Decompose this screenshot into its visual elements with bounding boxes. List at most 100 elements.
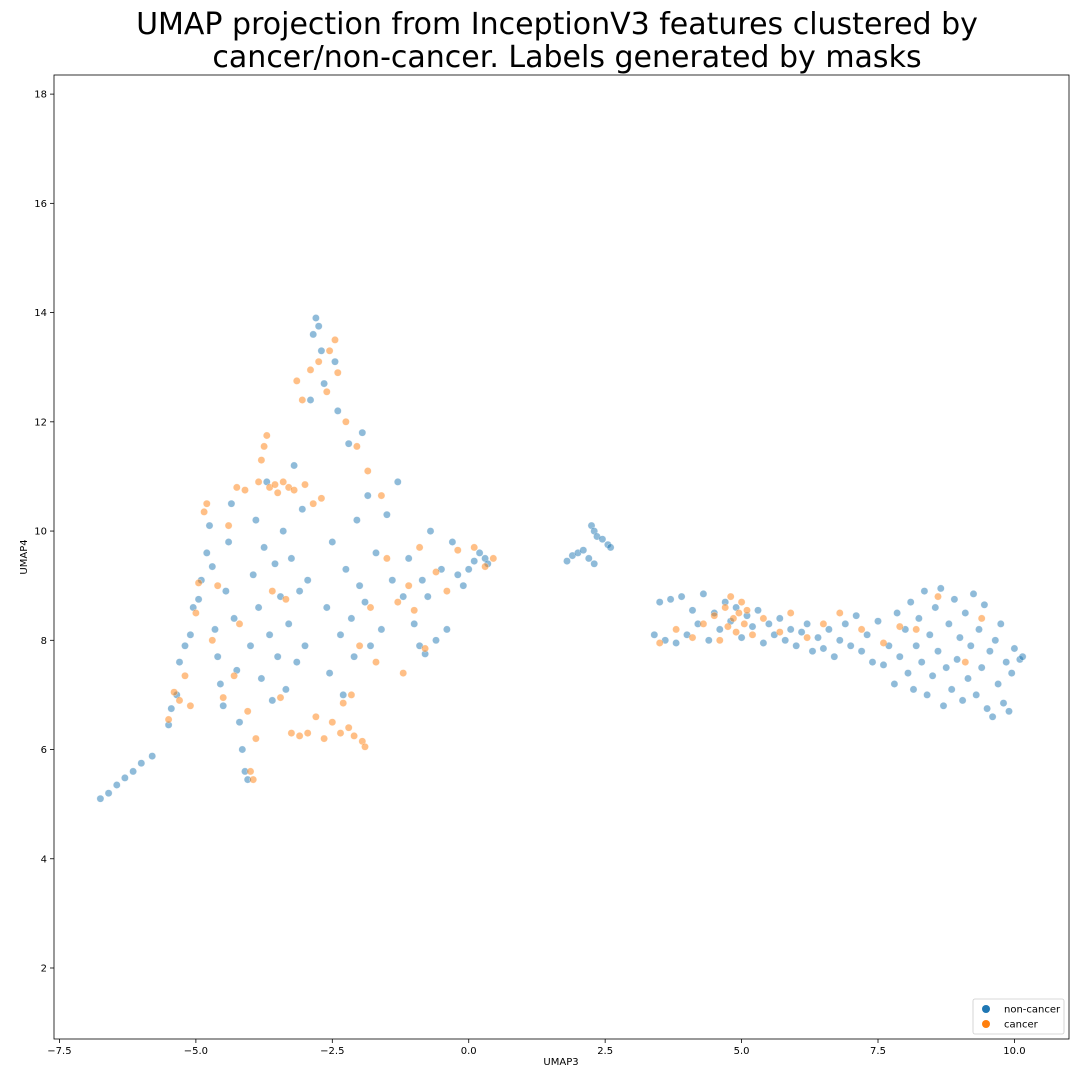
point-cancer	[232, 483, 241, 492]
point-non-cancer	[1005, 707, 1013, 716]
point-cancer	[961, 658, 970, 666]
point-non-cancer	[961, 609, 970, 617]
point-non-cancer	[650, 630, 659, 639]
point-non-cancer	[282, 685, 290, 694]
point-non-cancer	[977, 663, 986, 672]
point-cancer	[298, 396, 307, 404]
point-non-cancer	[292, 658, 301, 666]
point-non-cancer	[972, 691, 981, 699]
point-non-cancer	[399, 592, 408, 601]
point-cancer	[344, 723, 353, 732]
point-non-cancer	[320, 379, 328, 388]
point-non-cancer	[404, 554, 413, 563]
point-non-cancer	[1007, 669, 1016, 677]
point-non-cancer	[936, 584, 945, 593]
point-cancer	[200, 508, 208, 516]
point-non-cancer	[999, 699, 1008, 707]
point-non-cancer	[448, 538, 457, 546]
point-non-cancer	[426, 527, 435, 535]
point-non-cancer	[863, 630, 871, 639]
point-non-cancer	[148, 752, 157, 760]
y-tick-label: 4	[41, 854, 47, 865]
point-cancer	[279, 478, 288, 486]
point-cancer	[399, 669, 408, 677]
point-cancer	[803, 633, 811, 642]
point-non-cancer	[418, 576, 427, 585]
point-non-cancer	[249, 570, 258, 579]
x-tick-label: 5.0	[734, 1046, 750, 1057]
point-cancer	[721, 603, 730, 612]
point-non-cancer	[598, 535, 607, 544]
point-cancer	[353, 442, 361, 451]
point-non-cancer	[254, 603, 263, 612]
point-cancer	[306, 366, 315, 374]
x-axis-ticks: −7.5 −5.0 −2.5 0.0 2.5 5.0 7.5 10.0	[47, 1039, 1026, 1057]
point-non-cancer	[222, 587, 230, 595]
point-cancer	[347, 691, 356, 699]
point-non-cancer	[227, 499, 236, 508]
point-non-cancer	[792, 641, 801, 650]
point-non-cancer	[331, 357, 339, 366]
point-non-cancer	[931, 603, 940, 612]
point-cancer	[415, 543, 424, 552]
point-cancer	[331, 336, 339, 344]
point-non-cancer	[175, 658, 184, 666]
point-non-cancer	[677, 592, 686, 601]
point-non-cancer	[939, 701, 948, 710]
point-cancer	[336, 729, 345, 737]
y-tick-label: 18	[34, 90, 47, 101]
point-non-cancer	[868, 658, 877, 666]
point-non-cancer	[688, 606, 697, 615]
point-non-cancer	[825, 625, 833, 634]
point-non-cancer	[377, 625, 386, 634]
point-cancer	[404, 581, 413, 590]
point-cancer	[192, 609, 200, 617]
point-non-cancer	[906, 598, 915, 606]
point-cancer	[363, 467, 372, 475]
point-non-cancer	[699, 590, 708, 598]
point-non-cancer	[958, 696, 967, 705]
point-non-cancer	[830, 652, 839, 661]
point-cancer	[295, 732, 304, 740]
point-cancer	[290, 486, 298, 494]
point-non-cancer	[432, 636, 440, 645]
point-non-cancer	[1018, 652, 1027, 661]
point-non-cancer	[942, 663, 951, 672]
point-cancer	[292, 377, 301, 385]
point-cancer	[268, 587, 277, 595]
point-non-cancer	[129, 767, 137, 776]
point-non-cancer	[934, 647, 942, 656]
point-non-cancer	[475, 549, 484, 557]
point-non-cancer	[715, 625, 724, 634]
y-tick-label: 10	[34, 527, 47, 538]
point-cancer	[325, 346, 334, 355]
point-cancer	[243, 707, 252, 716]
point-non-cancer	[314, 322, 323, 331]
point-non-cancer	[317, 346, 326, 355]
point-cancer	[443, 587, 451, 595]
point-non-cancer	[464, 565, 473, 574]
point-cancer	[355, 641, 364, 650]
point-non-cancer	[1010, 644, 1019, 653]
point-cancer	[276, 693, 285, 702]
point-non-cancer	[339, 691, 348, 699]
legend-marker-cancer	[982, 1020, 990, 1028]
point-cancer	[672, 625, 680, 634]
point-non-cancer	[917, 658, 926, 666]
point-cancer	[260, 442, 268, 451]
point-non-cancer	[273, 652, 282, 661]
point-cancer	[328, 718, 337, 727]
chart-title-line-1: UMAP projection from InceptionV3 feature…	[136, 7, 978, 42]
point-cancer	[748, 630, 757, 639]
point-non-cancer	[306, 396, 315, 404]
point-non-cancer	[925, 630, 934, 639]
point-non-cancer	[336, 630, 345, 639]
point-non-cancer	[230, 614, 238, 623]
point-non-cancer	[814, 633, 822, 642]
point-cancer	[432, 568, 440, 576]
point-non-cancer	[260, 543, 268, 552]
point-cancer	[735, 609, 743, 617]
point-non-cancer	[904, 669, 912, 677]
point-non-cancer	[268, 696, 277, 705]
point-non-cancer	[846, 641, 855, 650]
